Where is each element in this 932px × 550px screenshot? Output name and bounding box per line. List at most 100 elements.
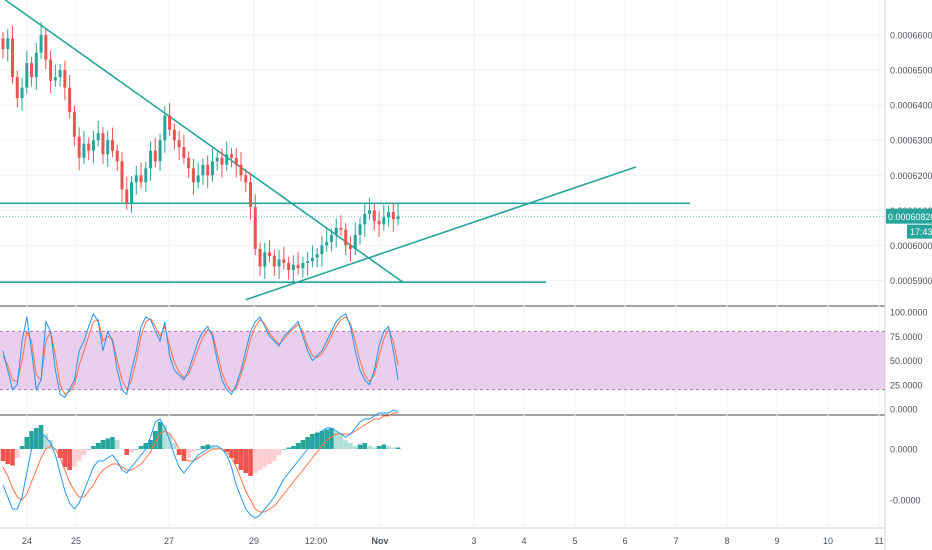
candle[interactable] <box>244 168 248 192</box>
candle[interactable] <box>68 75 72 119</box>
candle-body <box>258 248 262 267</box>
candle[interactable] <box>353 222 357 256</box>
candle[interactable] <box>344 223 348 255</box>
candle[interactable] <box>277 249 281 280</box>
candle[interactable] <box>363 204 367 237</box>
candle[interactable] <box>339 215 343 236</box>
trendline[interactable] <box>3 0 404 283</box>
macd-signal-line[interactable] <box>2 412 399 513</box>
candle[interactable] <box>229 147 233 168</box>
candle[interactable] <box>396 204 400 226</box>
candle[interactable] <box>296 252 300 275</box>
candle[interactable] <box>115 144 119 171</box>
candle[interactable] <box>348 235 352 262</box>
candle[interactable] <box>191 158 195 195</box>
candle[interactable] <box>53 64 57 87</box>
candle[interactable] <box>201 158 205 185</box>
candle[interactable] <box>391 202 395 232</box>
candle[interactable] <box>63 60 67 101</box>
candle[interactable] <box>301 256 305 278</box>
candle[interactable] <box>306 251 310 276</box>
candle[interactable] <box>6 29 10 62</box>
candle[interactable] <box>110 127 114 158</box>
candle[interactable] <box>382 204 386 231</box>
candle[interactable] <box>234 148 238 178</box>
candle[interactable] <box>358 218 362 245</box>
candle[interactable] <box>153 138 157 168</box>
candle[interactable] <box>182 134 186 165</box>
candle[interactable] <box>96 120 100 147</box>
candle[interactable] <box>120 151 124 202</box>
candle[interactable] <box>106 130 110 167</box>
trendline[interactable] <box>245 166 637 301</box>
candle[interactable] <box>177 130 181 160</box>
candle[interactable] <box>134 165 138 195</box>
candle[interactable] <box>225 141 229 172</box>
candle[interactable] <box>44 28 48 70</box>
candle[interactable] <box>187 151 191 178</box>
candle[interactable] <box>253 194 257 256</box>
candle[interactable] <box>206 155 210 188</box>
candle[interactable] <box>387 205 391 227</box>
candle[interactable] <box>149 141 153 181</box>
candle[interactable] <box>144 161 148 192</box>
macd-histogram-bar <box>162 425 168 449</box>
candle[interactable] <box>268 239 272 263</box>
candle[interactable] <box>11 25 15 84</box>
countdown-tag <box>907 224 932 239</box>
stochastic-k-line[interactable] <box>2 312 399 399</box>
candle[interactable] <box>320 235 324 267</box>
candle[interactable] <box>377 211 381 237</box>
candle[interactable] <box>315 247 319 268</box>
candle[interactable] <box>125 176 129 210</box>
candle[interactable] <box>130 175 134 213</box>
macd-histogram-bar <box>367 446 372 449</box>
candle[interactable] <box>30 56 34 87</box>
candle[interactable] <box>77 127 81 171</box>
candle[interactable] <box>1 32 5 59</box>
candle[interactable] <box>49 50 53 94</box>
stochastic-d-line[interactable] <box>2 316 399 396</box>
candle[interactable] <box>325 229 329 252</box>
candle[interactable] <box>310 245 314 268</box>
candle[interactable] <box>172 123 176 150</box>
candle[interactable] <box>15 70 19 108</box>
price-pane[interactable] <box>0 0 885 301</box>
candle-body <box>120 161 124 190</box>
candle[interactable] <box>258 242 262 276</box>
candle[interactable] <box>139 162 143 189</box>
candle[interactable] <box>329 228 333 252</box>
candle[interactable] <box>20 78 24 111</box>
candle[interactable] <box>239 152 243 182</box>
candle[interactable] <box>39 22 43 59</box>
candle[interactable] <box>25 50 29 94</box>
candle[interactable] <box>91 130 95 164</box>
candle[interactable] <box>287 256 291 280</box>
macd-line[interactable] <box>2 409 399 519</box>
candle[interactable] <box>291 255 295 283</box>
candle[interactable] <box>249 172 253 220</box>
candle[interactable] <box>34 43 38 90</box>
candle[interactable] <box>168 103 172 137</box>
candle[interactable] <box>263 242 267 280</box>
candle[interactable] <box>158 133 162 171</box>
candle[interactable] <box>72 105 76 147</box>
candle[interactable] <box>210 148 214 182</box>
candle[interactable] <box>220 148 224 178</box>
candle[interactable] <box>82 131 86 165</box>
candle[interactable] <box>101 126 105 164</box>
candle[interactable] <box>334 218 338 248</box>
candle[interactable] <box>372 204 376 231</box>
time-axis[interactable]: 24 25 27 29 12:00 Nov 3 4 5 6 7 8 9 10 11 <box>22 536 884 546</box>
candle[interactable] <box>87 137 91 161</box>
candle[interactable] <box>163 106 167 153</box>
candle[interactable] <box>282 246 286 270</box>
candle[interactable] <box>215 151 219 171</box>
stochastic-pane[interactable] <box>0 312 885 399</box>
candle[interactable] <box>58 63 62 87</box>
price-axis[interactable]: 0.000590000.000600000.000610000.00062000… <box>886 31 932 506</box>
macd-pane[interactable] <box>0 409 401 519</box>
candle[interactable] <box>272 249 276 276</box>
candle[interactable] <box>196 162 200 189</box>
